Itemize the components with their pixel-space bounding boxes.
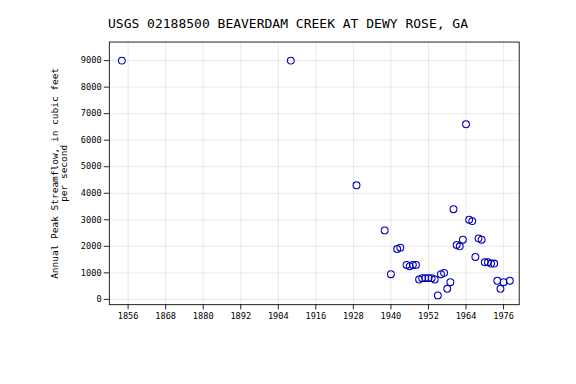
svg-text:9000: 9000 — [81, 55, 102, 65]
svg-text:2000: 2000 — [81, 241, 102, 251]
svg-text:1880: 1880 — [193, 311, 214, 321]
svg-text:1940: 1940 — [381, 311, 402, 321]
html-text:USGS 02188500 BEAVERDAM CREEK: USGS 02188500 BEAVERDAM CREEK AT DEWY RO… — [108, 16, 468, 31]
svg-text:1000: 1000 — [81, 268, 102, 278]
svg-text:1976: 1976 — [493, 311, 514, 321]
svg-text:1964: 1964 — [456, 311, 477, 321]
svg-text:Annual Peak Streamflow, in cub: Annual Peak Streamflow, in cubic feetper… — [48, 68, 68, 279]
svg-text:1904: 1904 — [268, 311, 289, 321]
svg-text:7000: 7000 — [81, 108, 102, 118]
svg-text:4000: 4000 — [81, 188, 102, 198]
svg-text:8000: 8000 — [81, 82, 102, 92]
svg-text:1952: 1952 — [418, 311, 439, 321]
svg-text:1868: 1868 — [155, 311, 176, 321]
svg-text:3000: 3000 — [81, 215, 102, 225]
svg-text:0: 0 — [96, 294, 101, 304]
svg-text:1892: 1892 — [230, 311, 251, 321]
svg-text:1856: 1856 — [118, 311, 139, 321]
svg-text:6000: 6000 — [81, 135, 102, 145]
svg-text:5000: 5000 — [81, 161, 102, 171]
svg-text:1916: 1916 — [305, 311, 326, 321]
svg-text:1928: 1928 — [343, 311, 364, 321]
